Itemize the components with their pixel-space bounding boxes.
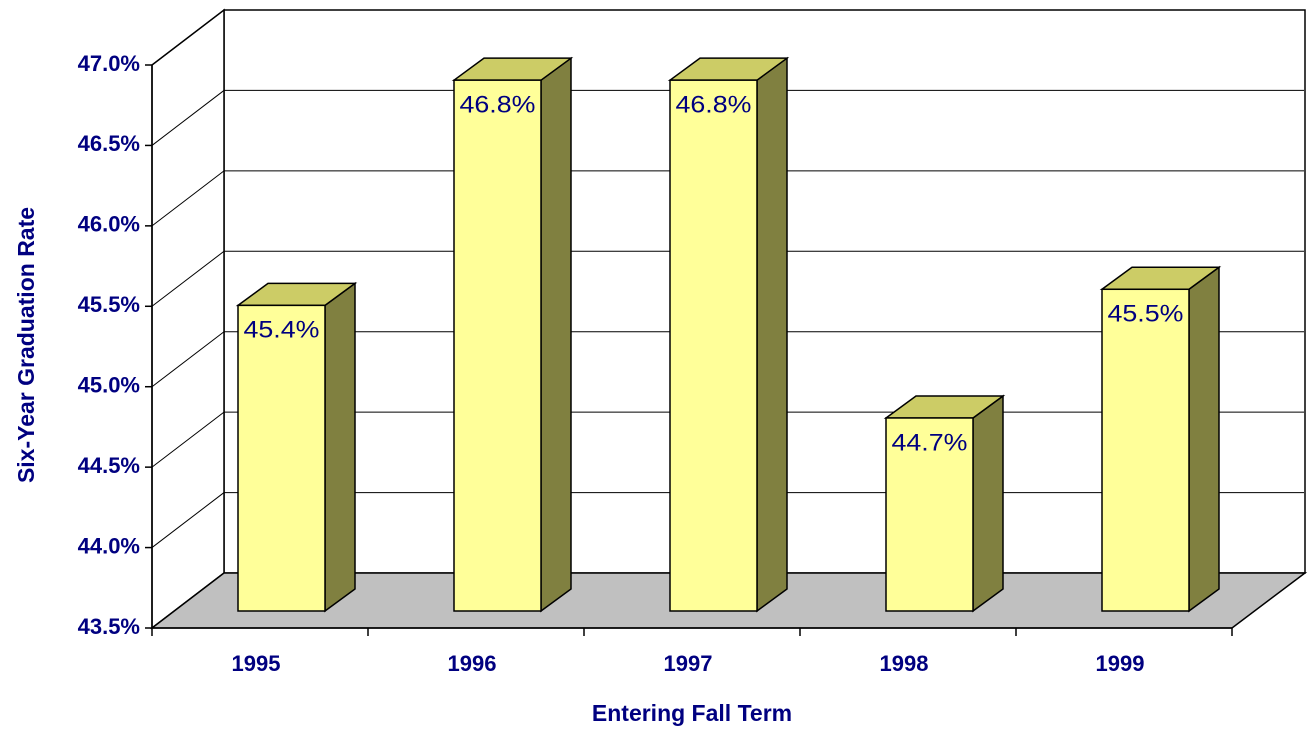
bar-side: [540, 56, 572, 613]
bar: [237, 304, 326, 612]
value-label: 45.5%: [1108, 301, 1184, 328]
y-tick-label: 45.0%: [78, 373, 140, 398]
bar: [1101, 288, 1190, 612]
x-tick-label: 1995: [232, 651, 281, 676]
grid-line: [151, 411, 225, 468]
y-tick-label: 46.0%: [78, 212, 140, 237]
value-label: 46.8%: [460, 92, 536, 119]
x-tick-label: 1997: [664, 651, 713, 676]
bar-side: [1188, 265, 1220, 613]
side-wall: [151, 8, 225, 630]
y-tick-label: 44.5%: [78, 453, 140, 478]
bar-side: [756, 56, 788, 613]
bar: [669, 79, 758, 612]
x-tick-label: 1999: [1096, 651, 1145, 676]
grid-line: [151, 9, 225, 66]
y-tick-label: 44.0%: [78, 533, 140, 558]
grid-line: [151, 331, 225, 388]
y-tick-label: 46.5%: [78, 131, 140, 156]
y-tick-label: 45.5%: [78, 292, 140, 317]
value-label: 45.4%: [244, 317, 320, 344]
value-label: 44.7%: [892, 429, 968, 456]
grid-line: [151, 250, 225, 307]
x-axis-title: Entering Fall Term: [592, 700, 792, 726]
y-axis-title: Six-Year Graduation Rate: [13, 207, 39, 483]
value-label: 46.8%: [676, 92, 752, 119]
grid-line: [151, 492, 225, 548]
y-tick-label: 47.0%: [78, 51, 140, 76]
grid-line: [151, 90, 225, 146]
bar-side: [972, 394, 1004, 613]
bar: [453, 79, 542, 612]
bar-side: [324, 281, 356, 613]
grid-line: [151, 170, 225, 227]
y-tick-label: 43.5%: [78, 614, 140, 639]
x-tick-label: 1996: [448, 651, 497, 676]
x-tick-label: 1998: [880, 651, 929, 676]
bar: [885, 417, 974, 612]
